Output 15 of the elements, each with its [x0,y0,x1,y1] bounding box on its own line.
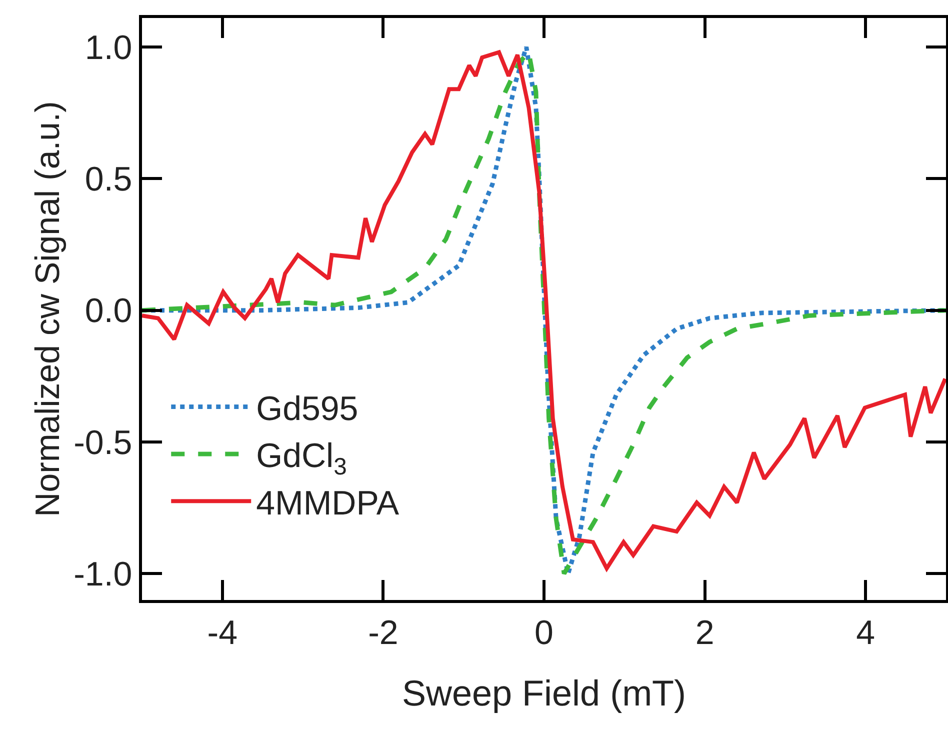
x-axis-title: Sweep Field (mT) [402,672,686,714]
y-tick-label: 1.0 [84,28,132,67]
y-tick-label: -0.5 [74,424,132,462]
y-tick-label: 0.0 [84,292,132,330]
x-tick-label: 2 [695,614,714,652]
x-tick-label: -4 [207,614,238,652]
y-tick-label: 0.5 [84,160,132,199]
x-tick-label: 0 [534,614,554,652]
legend-label: Gd595 [256,390,358,428]
legend-label: GdCl$_{3}$ [256,437,347,480]
y-axis-title: Normalized cw Signal (a.u.) [29,101,68,517]
x-tick-label: 4 [856,614,876,652]
legend-label: 4MMDPA [256,484,400,522]
y-tick-label: -1.0 [74,556,132,594]
x-tick-label: -2 [368,614,398,652]
